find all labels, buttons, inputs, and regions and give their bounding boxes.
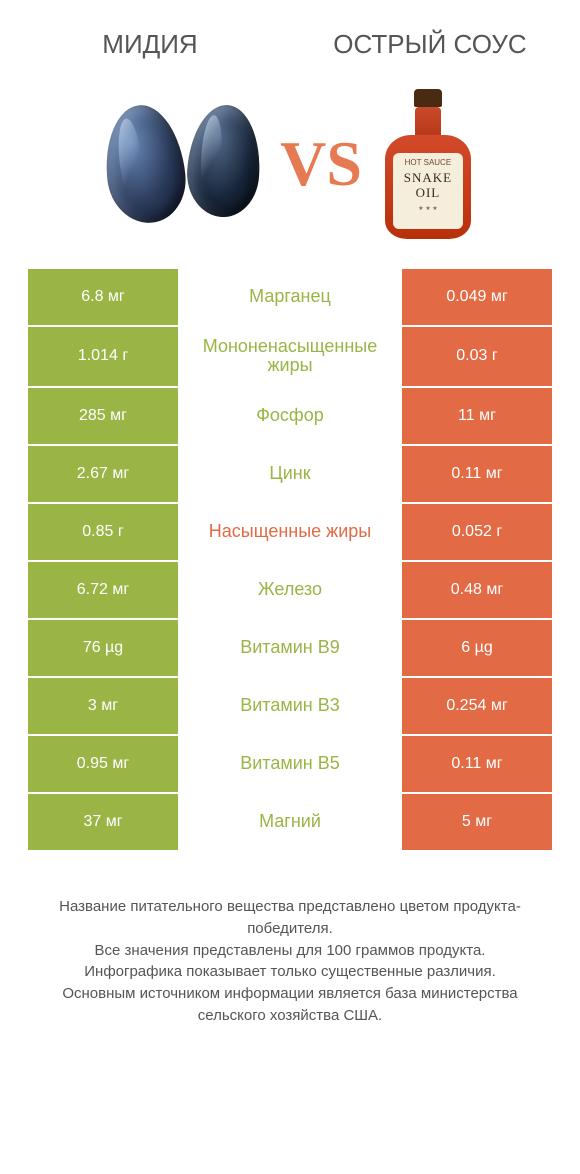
vs-label: VS (280, 127, 362, 201)
left-value: 0.85 г (28, 504, 178, 560)
table-row: 285 мгФосфор11 мг (28, 386, 552, 444)
hero-row: VS HOT SAUCE SNAKE OIL ★ ★ ★ (0, 69, 580, 269)
left-value: 0.95 мг (28, 736, 178, 792)
table-row: 76 µgВитамин В96 µg (28, 618, 552, 676)
table-row: 0.85 гНасыщенные жиры0.052 г (28, 502, 552, 560)
right-product-title: ОСТРЫЙ СОУС (330, 30, 530, 59)
comparison-table: 6.8 мгМарганец0.049 мг1.014 гМононенасыщ… (0, 269, 580, 851)
header: МИДИЯ ОСТРЫЙ СОУС (0, 0, 580, 69)
left-value: 6.8 мг (28, 269, 178, 325)
nutrient-label: Цинк (178, 446, 402, 502)
table-row: 6.8 мгМарганец0.049 мг (28, 269, 552, 325)
right-value: 5 мг (402, 794, 552, 850)
right-value: 0.48 мг (402, 562, 552, 618)
right-value: 0.11 мг (402, 446, 552, 502)
table-row: 1.014 гМононенасыщенные жиры0.03 г (28, 325, 552, 387)
table-row: 3 мгВитамин В30.254 мг (28, 676, 552, 734)
table-row: 6.72 мгЖелезо0.48 мг (28, 560, 552, 618)
nutrient-label: Марганец (178, 269, 402, 325)
left-value: 76 µg (28, 620, 178, 676)
nutrient-label: Магний (178, 794, 402, 850)
nutrient-label: Витамин В9 (178, 620, 402, 676)
footer-line: Все значения представлены для 100 граммо… (28, 940, 552, 962)
nutrient-label: Железо (178, 562, 402, 618)
bottle-brand: SNAKE OIL (395, 171, 461, 200)
bottle-label-top: HOT SAUCE (395, 159, 461, 168)
nutrient-label: Витамин В3 (178, 678, 402, 734)
left-value: 6.72 мг (28, 562, 178, 618)
right-value: 0.03 г (402, 327, 552, 387)
right-value: 0.11 мг (402, 736, 552, 792)
left-value: 2.67 мг (28, 446, 178, 502)
left-product-title: МИДИЯ (50, 30, 250, 59)
table-row: 0.95 мгВитамин В50.11 мг (28, 734, 552, 792)
hot-sauce-image: HOT SAUCE SNAKE OIL ★ ★ ★ (382, 89, 474, 239)
right-value: 6 µg (402, 620, 552, 676)
footer-line: Название питательного вещества представл… (28, 896, 552, 940)
footer-notes: Название питательного вещества представл… (0, 850, 580, 1027)
right-value: 11 мг (402, 388, 552, 444)
left-value: 37 мг (28, 794, 178, 850)
table-row: 37 мгМагний5 мг (28, 792, 552, 850)
right-value: 0.049 мг (402, 269, 552, 325)
table-row: 2.67 мгЦинк0.11 мг (28, 444, 552, 502)
left-value: 3 мг (28, 678, 178, 734)
footer-line: Основным источником информации является … (28, 983, 552, 1027)
nutrient-label: Витамин В5 (178, 736, 402, 792)
right-value: 0.052 г (402, 504, 552, 560)
nutrient-label: Фосфор (178, 388, 402, 444)
nutrient-label: Мононенасыщенные жиры (178, 327, 402, 387)
mussel-image (106, 105, 260, 223)
nutrient-label: Насыщенные жиры (178, 504, 402, 560)
left-value: 285 мг (28, 388, 178, 444)
footer-line: Инфографика показывает только существенн… (28, 961, 552, 983)
right-value: 0.254 мг (402, 678, 552, 734)
left-value: 1.014 г (28, 327, 178, 387)
